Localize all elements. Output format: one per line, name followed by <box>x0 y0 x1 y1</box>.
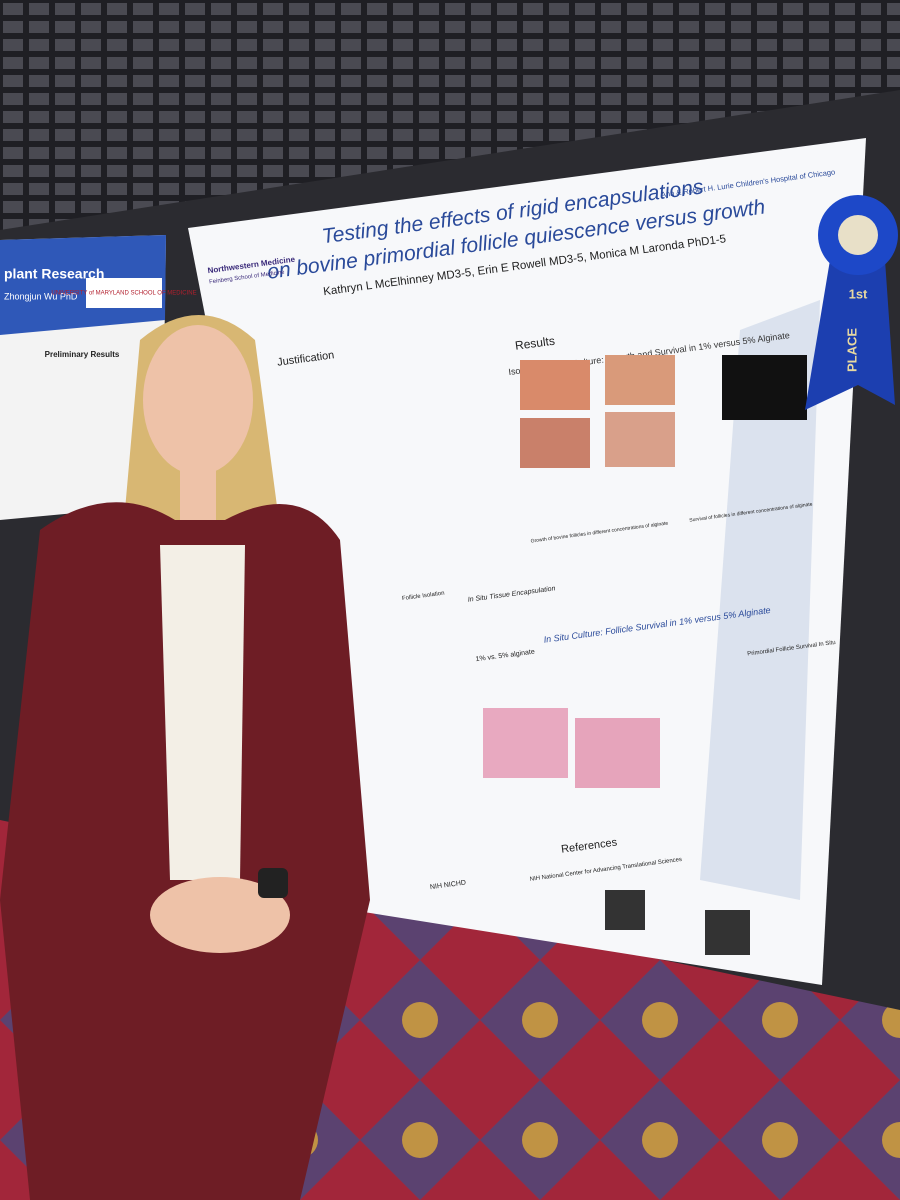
umd-logo <box>86 278 162 308</box>
poster-decoration <box>700 300 820 900</box>
left-poster-author: Zhongjun Wu PhD <box>4 291 78 301</box>
micrograph <box>605 355 675 405</box>
top <box>160 545 245 880</box>
qr-code <box>705 910 750 955</box>
histology <box>575 718 660 788</box>
ribbon-place: 1st <box>849 286 868 301</box>
hands <box>150 877 290 953</box>
micrograph <box>520 418 590 468</box>
watch <box>258 868 288 898</box>
micrograph <box>520 360 590 410</box>
face <box>143 325 253 475</box>
histology <box>483 708 568 778</box>
left-poster-header <box>0 235 166 335</box>
funder: NIH NICHD <box>430 880 467 892</box>
qr-code <box>605 890 645 930</box>
section-heading: Results <box>514 334 556 353</box>
ribbon-tail <box>805 260 895 410</box>
left-poster-title: plant Research <box>4 266 104 282</box>
ribbon-text: PLACE <box>844 328 859 372</box>
left-poster-section: Preliminary Results <box>45 350 120 359</box>
micrograph <box>722 355 807 420</box>
left-poster-logo: UNIVERSITY of MARYLAND SCHOOL OF MEDICIN… <box>51 291 196 297</box>
micrograph <box>605 412 675 467</box>
figure-label: Follicle Isolation <box>402 591 445 603</box>
neck <box>180 460 216 520</box>
ribbon-center <box>838 215 878 255</box>
